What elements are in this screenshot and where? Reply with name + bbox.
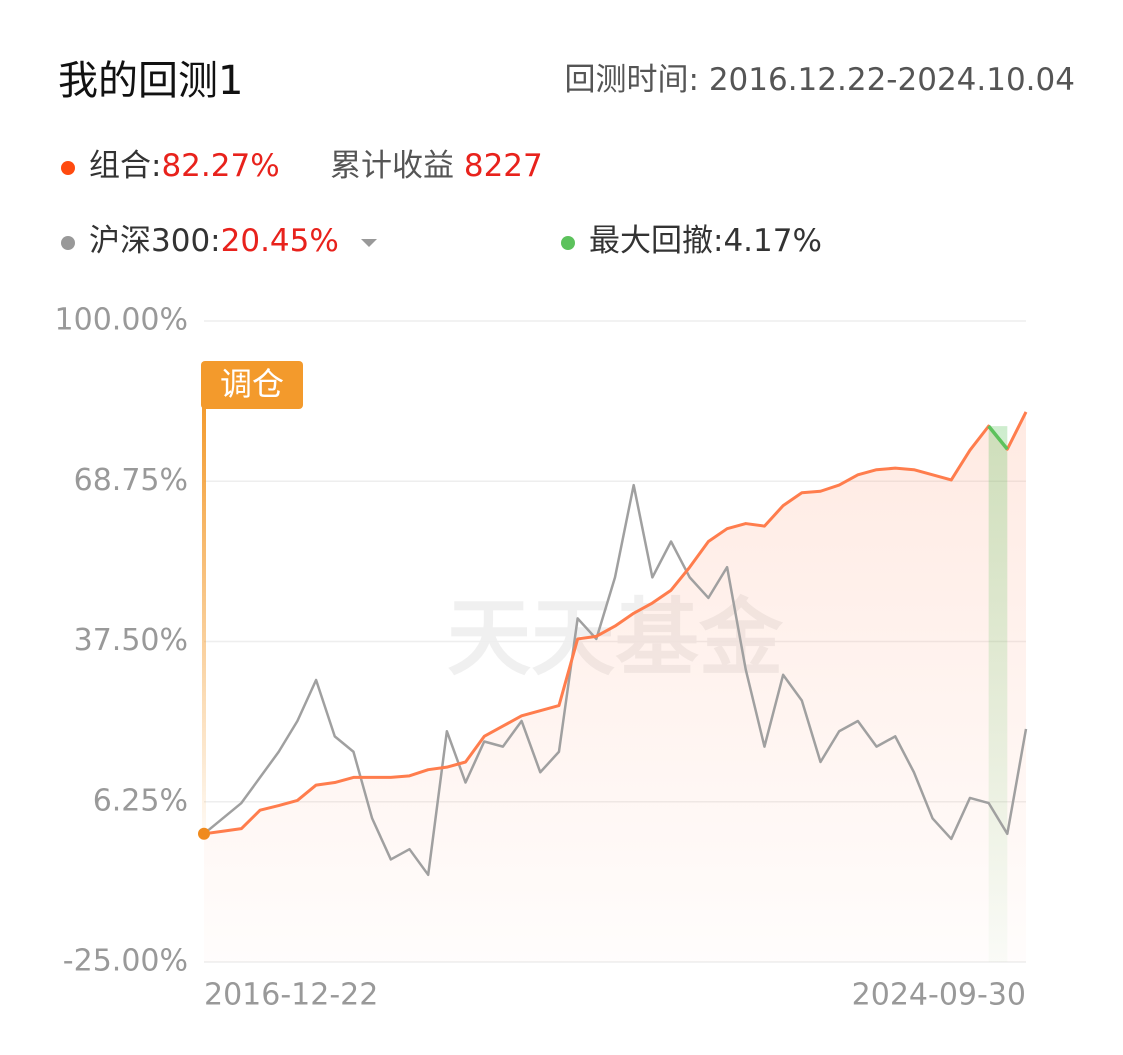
period: 回测时间: 2016.12.22-2024.10.04 xyxy=(565,54,1076,99)
drawdown-stat: 最大回撤:4.17% xyxy=(561,215,822,260)
drawdown-region xyxy=(988,426,1008,962)
start-dot xyxy=(198,827,210,840)
drawdown-line xyxy=(987,425,1009,451)
portfolio-stat: 组合:82.27% xyxy=(61,140,280,185)
y-tick-label: -25.00% xyxy=(63,944,188,979)
rebalance-badge xyxy=(201,361,303,409)
benchmark-return: 20.45% xyxy=(220,223,339,259)
cumulative-label: 累计收益 xyxy=(330,148,454,184)
drawdown-label: 最大回撤: xyxy=(589,223,724,259)
series-line xyxy=(203,411,1028,836)
legend-label: 沪深300: xyxy=(89,223,221,259)
y-tick-label: 68.75% xyxy=(74,463,188,498)
area-fill xyxy=(204,411,1026,962)
x-tick-label: 2016-12-22 xyxy=(204,978,378,1013)
legend-dot xyxy=(61,235,75,250)
period-label: 回测时间: xyxy=(564,62,699,98)
period-value: 2016.12.22-2024.10.04 xyxy=(708,62,1075,98)
legend-label: 组合: xyxy=(89,148,162,184)
benchmark-stat[interactable]: 沪深300:20.45% xyxy=(61,215,385,260)
legend-dot xyxy=(561,235,575,250)
rebalance-bar xyxy=(202,400,206,834)
drawdown-value: 4.17% xyxy=(723,223,822,259)
series-line xyxy=(203,483,1028,877)
portfolio-return: 82.27% xyxy=(161,148,280,184)
dropdown-arrow[interactable] xyxy=(355,233,385,253)
y-tick-label: 37.50% xyxy=(74,623,188,658)
y-tick-label: 6.25% xyxy=(93,783,188,818)
title: 我的回测1 xyxy=(58,58,244,104)
rebalance-label: 调仓 xyxy=(220,365,284,403)
y-tick-label: 100.00% xyxy=(55,303,188,338)
x-tick-label: 2024-09-30 xyxy=(852,978,1026,1013)
cumulative-value: 8227 xyxy=(463,148,543,184)
cumulative-stat: 累计收益 8227 xyxy=(330,140,543,185)
legend-dot xyxy=(61,160,75,175)
